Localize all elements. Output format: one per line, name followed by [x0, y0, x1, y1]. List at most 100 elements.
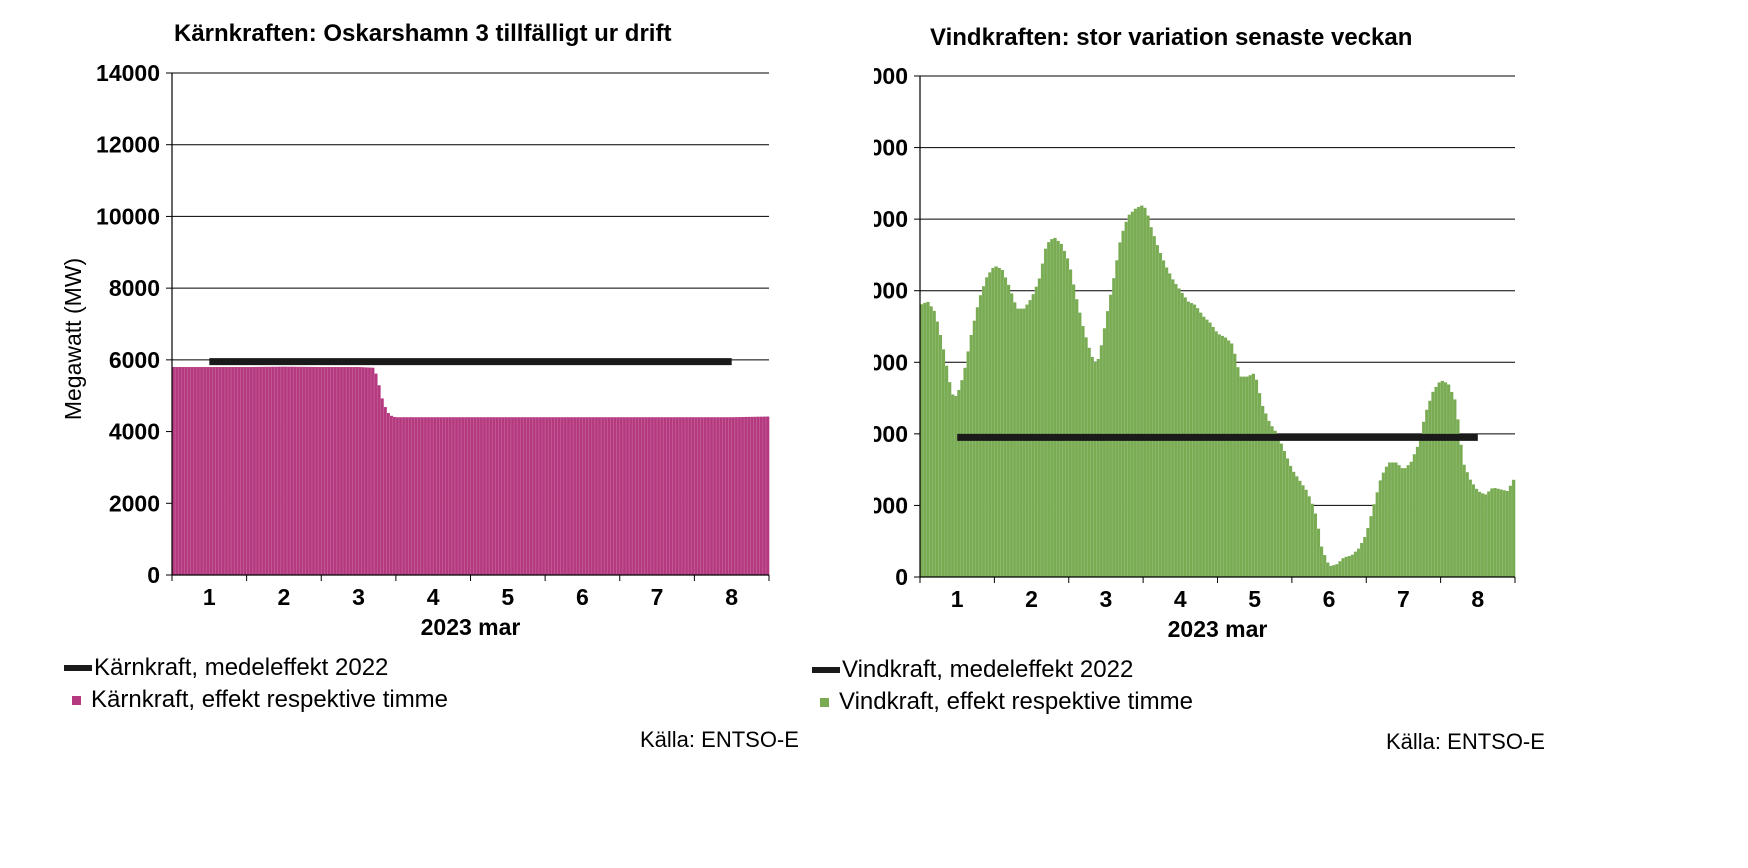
bar [545, 417, 549, 575]
bar [302, 366, 307, 575]
bar [1409, 461, 1414, 577]
bar [352, 367, 356, 575]
y-tick-label: 4000 [109, 419, 160, 445]
bar [1415, 446, 1420, 577]
x-axis-title: 2023 mar [421, 614, 521, 640]
bar [330, 367, 334, 575]
bar [1034, 286, 1039, 577]
bar [1146, 215, 1150, 578]
bar [737, 417, 742, 575]
bar [1490, 488, 1494, 577]
bar [1152, 236, 1156, 578]
bar [1412, 454, 1417, 577]
bar [588, 417, 593, 575]
bar [1267, 420, 1271, 577]
bar [333, 367, 338, 575]
bar [734, 417, 739, 575]
bar [1003, 277, 1008, 577]
bar [227, 367, 232, 575]
bar [252, 366, 257, 575]
bar [691, 417, 695, 575]
bar [1440, 380, 1445, 577]
bar [1050, 239, 1054, 577]
x-tick-label: 3 [352, 584, 365, 610]
bar [1211, 326, 1215, 577]
legend-label: Vindkraft, effekt respektive timme [839, 688, 1193, 715]
bar [1493, 488, 1497, 577]
bar [1208, 322, 1212, 577]
y-tick-label: 6000 [874, 349, 908, 375]
y-tick-label: 6000 [109, 347, 160, 373]
bar [944, 365, 949, 577]
bar [501, 417, 506, 575]
bar [972, 320, 977, 577]
bar [510, 417, 515, 575]
bar [557, 417, 561, 575]
bar [280, 366, 285, 575]
bar [1248, 375, 1252, 577]
bar [551, 417, 555, 575]
bar [184, 367, 188, 575]
bar [666, 417, 670, 575]
bar [1081, 326, 1085, 577]
bar [249, 366, 254, 575]
legend-item-bars: Kärnkraft, effekt respektive timme [62, 686, 448, 714]
bar [663, 417, 667, 575]
bar [625, 417, 630, 575]
bar [1434, 386, 1438, 577]
bar [1102, 328, 1107, 577]
bar [576, 417, 580, 575]
bar [1263, 413, 1268, 577]
bar [1149, 227, 1153, 577]
bar [1140, 205, 1144, 578]
bar [1000, 269, 1004, 577]
bar [688, 417, 692, 575]
x-tick-label: 2 [1025, 586, 1038, 612]
x-axis-title: 2023 mar [1168, 616, 1268, 642]
bar [1282, 451, 1286, 577]
bar [1174, 284, 1178, 577]
bar [414, 417, 418, 575]
bar [1499, 489, 1503, 577]
bar [315, 366, 319, 575]
bar [1127, 214, 1132, 577]
bar [523, 417, 527, 575]
bar [364, 367, 369, 575]
bar [988, 272, 992, 577]
bar [1453, 399, 1457, 577]
legend-line-swatch [64, 665, 92, 671]
bar [1403, 468, 1407, 577]
bar [299, 366, 303, 575]
bar [932, 310, 936, 577]
bar [212, 367, 216, 575]
bar [311, 366, 316, 575]
bar [994, 266, 998, 577]
bar [1155, 245, 1159, 577]
bar [716, 417, 720, 575]
bar [190, 367, 195, 575]
source-label: Källa: ENTSO-E [640, 727, 799, 752]
bar [1059, 243, 1063, 577]
bar [380, 398, 384, 575]
bar [1260, 405, 1265, 577]
bar [1325, 562, 1330, 577]
x-tick-label: 1 [203, 584, 216, 610]
bar [1496, 488, 1500, 577]
y-tick-label: 0 [147, 562, 160, 588]
bar [706, 417, 711, 575]
bar [1332, 565, 1336, 577]
bar [1363, 537, 1367, 577]
y-tick-label: 14000 [874, 63, 908, 89]
bar [1171, 279, 1175, 577]
bar [759, 416, 764, 575]
bar [209, 367, 213, 575]
bar [445, 417, 450, 575]
bar [1428, 400, 1432, 577]
bar [324, 367, 328, 575]
bar [1068, 269, 1073, 577]
bar [423, 417, 428, 575]
bar [719, 417, 723, 575]
bar [573, 417, 577, 575]
bar [756, 416, 760, 575]
bar [1307, 496, 1311, 577]
